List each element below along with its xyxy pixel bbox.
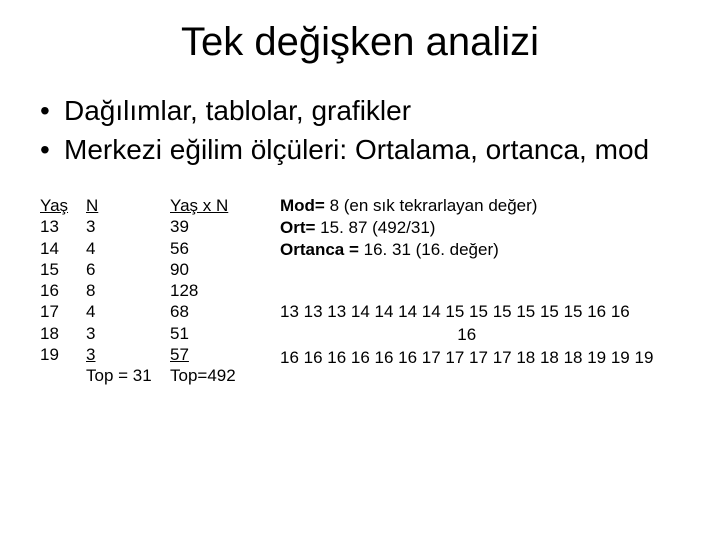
- table-row: 18 3 51: [40, 323, 256, 344]
- bullet-2: Merkezi eğilim ölçüleri: Ortalama, ortan…: [40, 132, 680, 167]
- cell-yxn: 128: [170, 280, 256, 301]
- stat-ort-value: 15. 87 (492/31): [315, 218, 435, 237]
- cell-yas: 15: [40, 259, 86, 280]
- cell-yas: 19: [40, 344, 86, 365]
- stat-ort: Ort= 15. 87 (492/31): [280, 217, 653, 239]
- table-row: 19 3 57: [40, 344, 256, 365]
- seq-line-2: 16: [280, 324, 653, 347]
- cell-empty: [40, 365, 86, 386]
- cell-n: 4: [86, 238, 170, 259]
- stat-mod-label: Mod=: [280, 196, 325, 215]
- table-row: 17 4 68: [40, 301, 256, 322]
- table-total-row: Top = 31 Top=492: [40, 365, 256, 386]
- total-yxn: Top=492: [170, 365, 256, 386]
- col-header-yas: Yaş: [40, 195, 86, 216]
- table-row: 13 3 39: [40, 216, 256, 237]
- table-row: 15 6 90: [40, 259, 256, 280]
- bullet-list: Dağılımlar, tablolar, grafikler Merkezi …: [40, 93, 680, 167]
- col-header-n: N: [86, 195, 170, 216]
- table-row: 16 8 128: [40, 280, 256, 301]
- cell-yas: 14: [40, 238, 86, 259]
- cell-yas: 17: [40, 301, 86, 322]
- cell-n: 6: [86, 259, 170, 280]
- seq-line-1: 13 13 13 14 14 14 14 15 15 15 15 15 15 1…: [280, 301, 653, 324]
- cell-yas: 18: [40, 323, 86, 344]
- cell-yas: 16: [40, 280, 86, 301]
- cell-yxn: 90: [170, 259, 256, 280]
- stats-block: Mod= 8 (en sık tekrarlayan değer) Ort= 1…: [280, 195, 653, 370]
- table-header-row: Yaş N Yaş x N: [40, 195, 256, 216]
- data-sequence: 13 13 13 14 14 14 14 15 15 15 15 15 15 1…: [280, 301, 653, 370]
- data-table: Yaş N Yaş x N 13 3 39 14 4 56 15 6 90 16: [40, 195, 256, 386]
- lower-content: Yaş N Yaş x N 13 3 39 14 4 56 15 6 90 16: [40, 195, 680, 386]
- col-header-yxn: Yaş x N: [170, 195, 256, 216]
- cell-yxn: 56: [170, 238, 256, 259]
- stat-mod: Mod= 8 (en sık tekrarlayan değer): [280, 195, 653, 217]
- cell-n: 4: [86, 301, 170, 322]
- cell-yxn: 51: [170, 323, 256, 344]
- stat-mod-value: 8 (en sık tekrarlayan değer): [325, 196, 538, 215]
- slide-title: Tek değişken analizi: [40, 20, 680, 65]
- cell-yxn: 68: [170, 301, 256, 322]
- cell-yxn: 39: [170, 216, 256, 237]
- cell-yas: 13: [40, 216, 86, 237]
- stat-ortanca: Ortanca = 16. 31 (16. değer): [280, 239, 653, 261]
- cell-yxn: 57: [170, 344, 256, 365]
- cell-n: 3: [86, 323, 170, 344]
- stat-ort-label: Ort=: [280, 218, 315, 237]
- table-row: 14 4 56: [40, 238, 256, 259]
- cell-n: 3: [86, 216, 170, 237]
- seq-line-3: 16 16 16 16 16 16 17 17 17 17 18 18 18 1…: [280, 347, 653, 370]
- stat-ortanca-value: 16. 31 (16. değer): [359, 240, 499, 259]
- cell-n: 8: [86, 280, 170, 301]
- stat-ortanca-label: Ortanca =: [280, 240, 359, 259]
- bullet-1: Dağılımlar, tablolar, grafikler: [40, 93, 680, 128]
- cell-n: 3: [86, 344, 170, 365]
- total-n: Top = 31: [86, 365, 170, 386]
